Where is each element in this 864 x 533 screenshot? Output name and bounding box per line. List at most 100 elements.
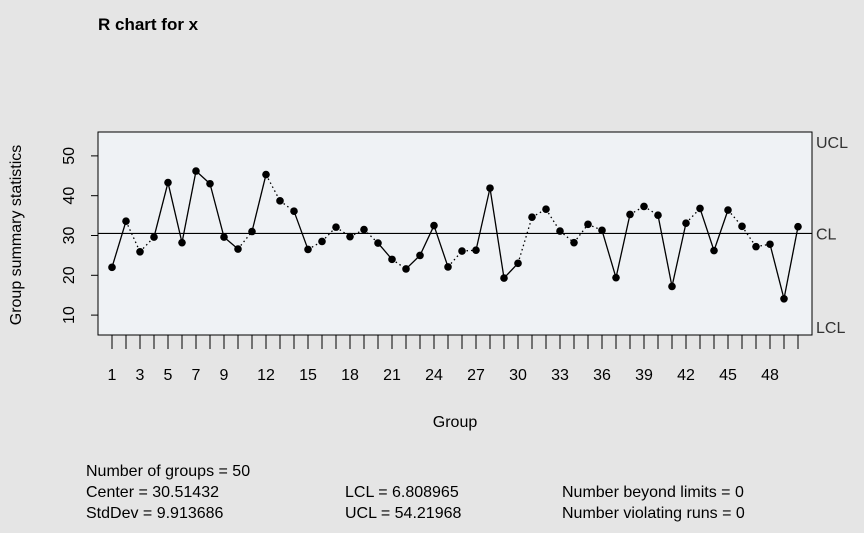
data-point	[752, 242, 760, 251]
limit-labels: UCL CL LCL	[816, 135, 848, 337]
series-segment	[671, 223, 687, 287]
data-point	[360, 225, 368, 234]
series-segment	[111, 220, 127, 268]
data-point	[332, 223, 340, 231]
series-segment	[419, 225, 435, 256]
data-point	[626, 210, 634, 219]
series-segment	[713, 209, 729, 251]
data-point	[640, 202, 648, 211]
data-point	[696, 204, 704, 213]
stats-stddev: StdDev = 9.913686	[86, 505, 224, 522]
series-segment	[559, 230, 575, 244]
data-point	[346, 232, 354, 241]
y-tick-label: 30	[61, 226, 78, 244]
data-point	[318, 237, 326, 246]
series-segment	[685, 207, 701, 224]
series-segment	[125, 220, 141, 253]
series-segment	[601, 230, 617, 278]
stats-beyond-limits: Number beyond limits = 0	[562, 484, 744, 501]
data-point	[500, 274, 508, 282]
data-point	[780, 294, 788, 303]
x-tick-label: 21	[383, 367, 401, 384]
cl-label: CL	[816, 226, 837, 243]
y-axis-label: Group summary statistics	[8, 145, 25, 325]
x-axis-label: Group	[433, 414, 478, 431]
data-point	[234, 245, 242, 253]
stats-ucl: UCL = 54.21968	[345, 505, 462, 522]
data-point	[220, 233, 228, 241]
data-point	[514, 259, 522, 268]
x-tick-label: 18	[341, 367, 359, 384]
data-point	[262, 170, 270, 179]
data-point	[108, 263, 116, 272]
data-point	[766, 240, 774, 249]
data-point	[206, 179, 214, 188]
ucl-label: UCL	[816, 135, 848, 152]
series-segment	[769, 244, 785, 299]
data-point	[612, 273, 620, 282]
series-segment	[181, 170, 197, 243]
x-tick-label: 48	[761, 367, 779, 384]
y-tick-label: 20	[61, 266, 78, 284]
x-tick-label: 24	[425, 367, 443, 384]
data-point	[598, 226, 606, 235]
x-tick-label: 45	[719, 367, 737, 384]
data-point	[430, 221, 438, 230]
x-tick-label: 39	[635, 367, 653, 384]
x-tick-label: 1	[108, 367, 117, 384]
data-point	[402, 265, 410, 273]
x-tick-label: 33	[551, 367, 569, 384]
series-segment	[363, 229, 379, 244]
data-point	[164, 178, 172, 187]
series-segment	[475, 187, 491, 251]
data-point	[528, 213, 536, 221]
data-point	[150, 233, 158, 241]
x-tick-label: 12	[257, 367, 275, 384]
data-point	[654, 211, 662, 219]
data-point	[668, 282, 676, 291]
series-segment	[209, 183, 225, 238]
stats-groups: Number of groups = 50	[86, 463, 251, 480]
y-tick-label: 10	[61, 306, 78, 324]
data-point	[416, 251, 424, 260]
series-segment	[167, 182, 183, 243]
data-point	[794, 222, 802, 231]
data-point	[248, 227, 256, 236]
x-tick-label: 27	[467, 367, 485, 384]
series-segment	[783, 226, 799, 299]
data-point	[458, 247, 466, 255]
series-segment	[699, 208, 715, 251]
x-tick-label: 5	[164, 367, 173, 384]
data-point	[584, 220, 592, 229]
data-points	[108, 167, 802, 303]
y-tick-label: 40	[61, 187, 78, 205]
x-tick-label: 7	[192, 367, 201, 384]
data-point	[472, 246, 480, 255]
series-segment	[489, 188, 505, 279]
x-tick-label: 36	[593, 367, 611, 384]
x-tick-label: 15	[299, 367, 317, 384]
x-tick-label: 9	[220, 367, 229, 384]
x-tick-label: 30	[509, 367, 527, 384]
x-axis: 1 3 5 7 9 12 15 18 21 24 27 30 33 36 39 42 45 48	[108, 334, 799, 384]
series-segment	[139, 236, 155, 253]
x-tick-label: 3	[136, 367, 145, 384]
data-point	[570, 238, 578, 247]
data-point	[738, 222, 746, 231]
series-segment	[573, 223, 589, 244]
series-segment	[657, 215, 673, 287]
data-point	[374, 239, 382, 247]
data-point	[136, 248, 144, 256]
data-point	[192, 167, 200, 175]
series-segment	[321, 226, 337, 242]
data-point	[304, 245, 312, 254]
data-point	[276, 197, 284, 205]
data-point	[486, 184, 494, 192]
data-point	[542, 205, 550, 214]
data-point	[122, 217, 130, 225]
stats-violating-runs: Number violating runs = 0	[562, 505, 745, 522]
data-point	[290, 207, 298, 216]
data-point	[710, 246, 718, 255]
data-point	[178, 238, 186, 247]
